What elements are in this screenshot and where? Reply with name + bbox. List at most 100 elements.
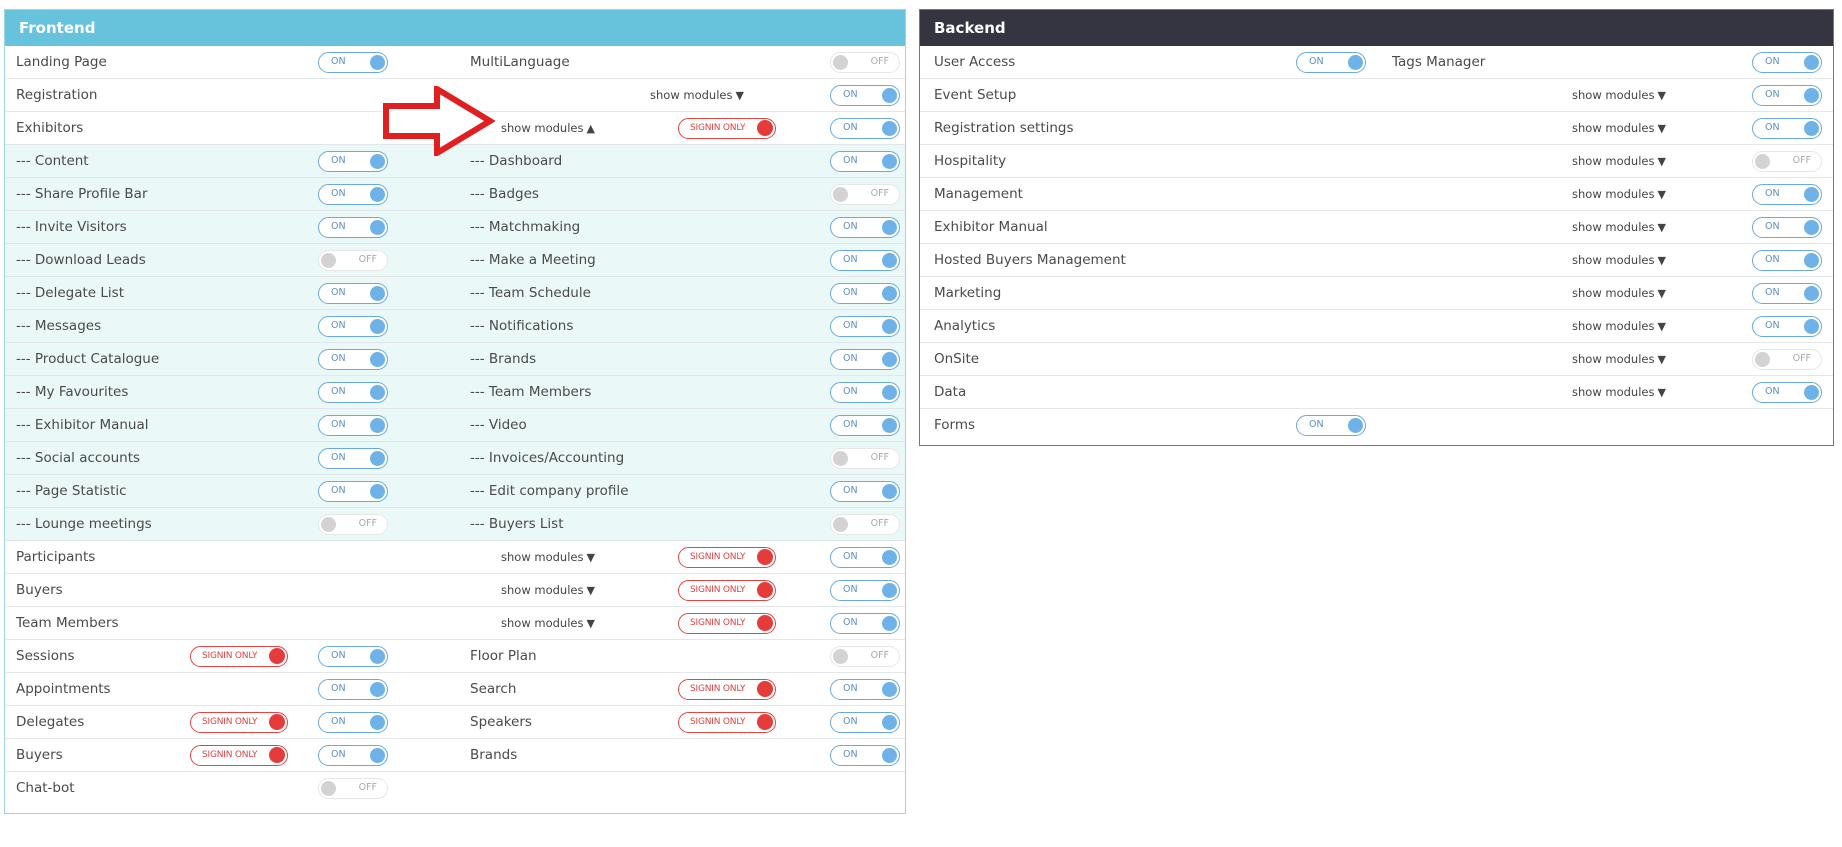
signin-toggle-knob bbox=[757, 582, 773, 598]
show-modules-link[interactable]: show modules ▼ bbox=[501, 574, 595, 607]
frontend-item-toggle[interactable]: OFF bbox=[830, 184, 900, 205]
backend-item-label: Data bbox=[934, 384, 967, 400]
backend-item-toggle[interactable]: ON bbox=[1752, 217, 1822, 238]
backend-item-toggle[interactable]: OFF bbox=[1752, 151, 1822, 172]
backend-item-toggle[interactable]: ON bbox=[1752, 316, 1822, 337]
frontend-item-toggle[interactable]: ON bbox=[318, 349, 388, 370]
show-modules-link[interactable]: show modules ▼ bbox=[1572, 211, 1666, 244]
frontend-item-toggle[interactable]: ON bbox=[318, 316, 388, 337]
signin-only-toggle[interactable]: SIGNIN ONLY bbox=[190, 712, 288, 733]
frontend-item-toggle[interactable]: ON bbox=[830, 316, 900, 337]
signin-only-toggle[interactable]: SIGNIN ONLY bbox=[678, 547, 776, 568]
signin-only-text: SIGNIN ONLY bbox=[690, 552, 746, 562]
show-modules-link[interactable]: show modules ▼ bbox=[1572, 343, 1666, 376]
frontend-item-toggle[interactable]: ON bbox=[830, 382, 900, 403]
backend-item-toggle[interactable]: ON bbox=[1752, 283, 1822, 304]
show-modules-link[interactable]: show modules ▼ bbox=[1572, 244, 1666, 277]
frontend-item-toggle[interactable]: ON bbox=[830, 151, 900, 172]
toggle-knob bbox=[370, 318, 385, 334]
frontend-item-toggle[interactable]: OFF bbox=[830, 646, 900, 667]
frontend-item-toggle[interactable]: ON bbox=[318, 745, 388, 766]
frontend-item-toggle[interactable]: ON bbox=[318, 481, 388, 502]
show-modules-link[interactable]: show modules ▼ bbox=[1572, 376, 1666, 409]
frontend-item-toggle[interactable]: ON bbox=[830, 679, 900, 700]
frontend-item-toggle[interactable]: OFF bbox=[830, 448, 900, 469]
backend-item-toggle[interactable]: ON bbox=[1752, 382, 1822, 403]
frontend-item-toggle[interactable]: ON bbox=[830, 745, 900, 766]
backend-item-toggle[interactable]: ON bbox=[1752, 52, 1822, 73]
backend-item-toggle[interactable]: OFF bbox=[1752, 349, 1822, 370]
show-modules-link[interactable]: show modules ▼ bbox=[1572, 310, 1666, 343]
toggle-state-text: OFF bbox=[1792, 155, 1811, 166]
show-modules-link[interactable]: show modules ▼ bbox=[1572, 178, 1666, 211]
frontend-item-toggle[interactable]: ON bbox=[318, 448, 388, 469]
frontend-item-toggle[interactable]: ON bbox=[830, 712, 900, 733]
frontend-item-toggle[interactable]: ON bbox=[830, 250, 900, 271]
show-modules-link[interactable]: show modules ▼ bbox=[650, 79, 744, 112]
frontend-item-label: --- Badges bbox=[470, 186, 539, 202]
backend-item-toggle[interactable]: ON bbox=[1752, 85, 1822, 106]
frontend-item-toggle[interactable]: ON bbox=[318, 712, 388, 733]
signin-only-toggle[interactable]: SIGNIN ONLY bbox=[190, 646, 288, 667]
backend-item-toggle[interactable]: ON bbox=[1296, 415, 1366, 436]
frontend-item-toggle[interactable]: OFF bbox=[318, 250, 388, 271]
signin-only-toggle[interactable]: SIGNIN ONLY bbox=[678, 580, 776, 601]
frontend-row: --- Messages ON --- Notifications ON bbox=[5, 310, 905, 343]
frontend-item-toggle[interactable]: OFF bbox=[830, 514, 900, 535]
frontend-item-toggle[interactable]: ON bbox=[830, 481, 900, 502]
backend-item-toggle[interactable]: ON bbox=[1296, 52, 1366, 73]
signin-toggle-knob bbox=[757, 615, 773, 631]
frontend-item-toggle[interactable]: ON bbox=[318, 415, 388, 436]
toggle-knob bbox=[370, 186, 385, 202]
toggle-state-text: ON bbox=[331, 287, 346, 298]
frontend-item-toggle[interactable]: ON bbox=[830, 118, 900, 139]
frontend-item-toggle[interactable]: OFF bbox=[318, 514, 388, 535]
show-modules-link[interactable]: show modules ▼ bbox=[1572, 145, 1666, 178]
frontend-item-label: --- Share Profile Bar bbox=[16, 186, 148, 202]
frontend-item-toggle[interactable]: OFF bbox=[830, 52, 900, 73]
backend-item-toggle[interactable]: ON bbox=[1752, 184, 1822, 205]
toggle-state-text: OFF bbox=[358, 782, 377, 793]
frontend-item-toggle[interactable]: ON bbox=[830, 547, 900, 568]
toggle-state-text: OFF bbox=[358, 254, 377, 265]
toggle-knob bbox=[882, 681, 897, 697]
signin-only-toggle[interactable]: SIGNIN ONLY bbox=[678, 118, 776, 139]
toggle-knob bbox=[1804, 186, 1819, 202]
show-modules-link[interactable]: show modules ▲ bbox=[501, 112, 595, 145]
frontend-item-toggle[interactable]: ON bbox=[318, 217, 388, 238]
frontend-item-label: Delegates bbox=[16, 714, 85, 730]
show-modules-link[interactable]: show modules ▼ bbox=[501, 541, 595, 574]
frontend-item-toggle[interactable]: ON bbox=[318, 382, 388, 403]
frontend-item-toggle[interactable]: ON bbox=[830, 580, 900, 601]
frontend-item-toggle[interactable]: ON bbox=[318, 646, 388, 667]
show-modules-link[interactable]: show modules ▼ bbox=[501, 607, 595, 640]
signin-only-toggle[interactable]: SIGNIN ONLY bbox=[678, 712, 776, 733]
frontend-item-toggle[interactable]: OFF bbox=[318, 778, 388, 799]
toggle-state-text: OFF bbox=[870, 518, 889, 529]
toggle-state-text: ON bbox=[843, 353, 858, 364]
show-modules-link[interactable]: show modules ▼ bbox=[1572, 277, 1666, 310]
frontend-item-toggle[interactable]: ON bbox=[318, 679, 388, 700]
toggle-state-text: ON bbox=[1309, 419, 1324, 430]
backend-row: Management show modules ▼ ON bbox=[920, 178, 1833, 211]
frontend-item-toggle[interactable]: ON bbox=[830, 415, 900, 436]
frontend-item-toggle[interactable]: ON bbox=[318, 283, 388, 304]
signin-only-toggle[interactable]: SIGNIN ONLY bbox=[678, 613, 776, 634]
frontend-item-label: --- Product Catalogue bbox=[16, 351, 160, 367]
frontend-item-toggle[interactable]: ON bbox=[318, 151, 388, 172]
backend-item-toggle[interactable]: ON bbox=[1752, 250, 1822, 271]
signin-only-toggle[interactable]: SIGNIN ONLY bbox=[678, 679, 776, 700]
frontend-item-toggle[interactable]: ON bbox=[318, 52, 388, 73]
frontend-item-toggle[interactable]: ON bbox=[830, 217, 900, 238]
show-modules-link[interactable]: show modules ▼ bbox=[1572, 79, 1666, 112]
frontend-item-toggle[interactable]: ON bbox=[830, 283, 900, 304]
frontend-item-toggle[interactable]: ON bbox=[318, 184, 388, 205]
show-modules-link[interactable]: show modules ▼ bbox=[1572, 112, 1666, 145]
frontend-item-toggle[interactable]: ON bbox=[830, 349, 900, 370]
show-modules-label: show modules bbox=[501, 121, 584, 135]
backend-item-toggle[interactable]: ON bbox=[1752, 118, 1822, 139]
frontend-item-label: Participants bbox=[16, 549, 96, 565]
signin-only-toggle[interactable]: SIGNIN ONLY bbox=[190, 745, 288, 766]
frontend-item-toggle[interactable]: ON bbox=[830, 613, 900, 634]
frontend-item-toggle[interactable]: ON bbox=[830, 85, 900, 106]
